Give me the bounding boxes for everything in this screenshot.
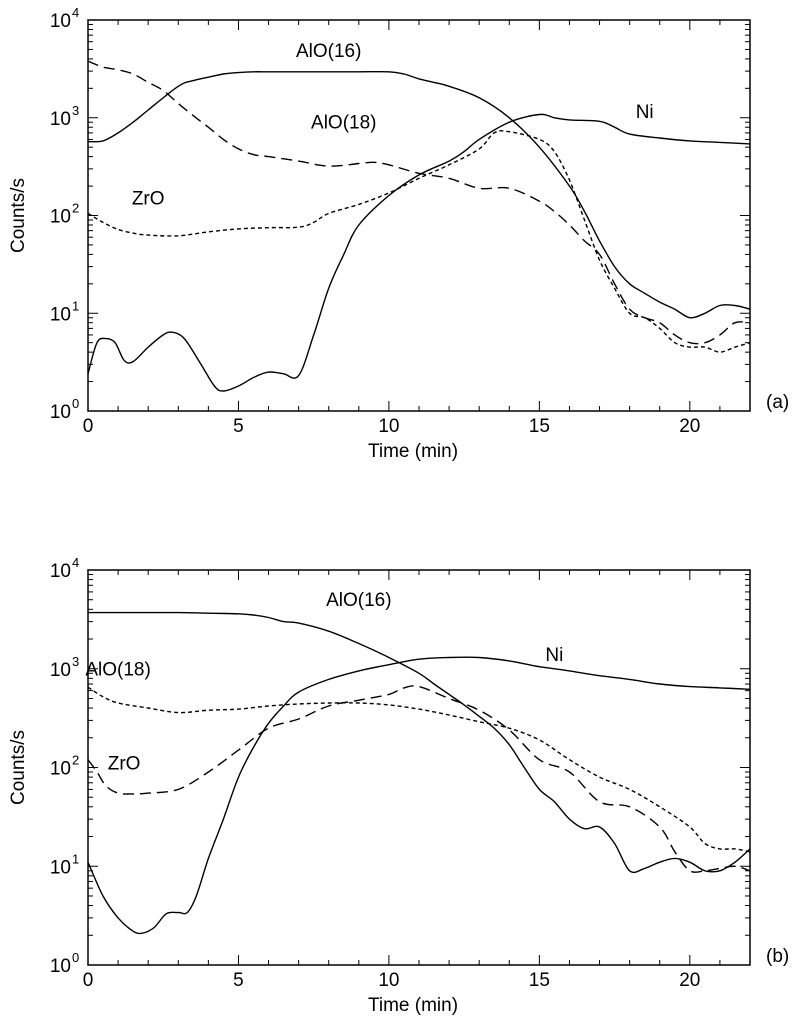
y-tick-exponent: 0 (72, 950, 79, 965)
x-axis-label: Time (min) (368, 995, 458, 1016)
y-tick-label: 10 (50, 660, 71, 681)
x-tick-label: 10 (378, 970, 399, 991)
y-tick-exponent: 3 (72, 103, 79, 118)
x-tick-label: 10 (378, 416, 399, 437)
y-tick-exponent: 4 (72, 5, 79, 20)
series-label-alo-16: AlO(16) (296, 41, 361, 62)
y-tick-exponent: 4 (72, 555, 79, 570)
y-tick-label: 10 (50, 759, 71, 780)
y-tick-exponent: 2 (72, 201, 79, 216)
y-tick-label: 10 (50, 109, 71, 130)
series-line-alo-16 (87, 70, 751, 319)
x-tick-label: 15 (529, 970, 550, 991)
y-tick-exponent: 1 (72, 298, 79, 313)
series-label-alo-18: AlO(18) (85, 660, 150, 681)
series-label-zro: ZrO (132, 188, 165, 209)
series-label-ni: Ni (545, 645, 563, 666)
x-tick-label: 0 (83, 970, 94, 991)
y-tick-label: 10 (50, 11, 71, 32)
series-line-ni (87, 656, 751, 935)
series-line-zro (87, 685, 751, 873)
series-line-zro (87, 130, 751, 353)
y-axis-label: Counts/s (8, 730, 29, 805)
plot-frame (87, 569, 751, 966)
y-tick-label: 10 (50, 304, 71, 325)
x-axis-label: Time (min) (368, 441, 458, 462)
series-label-ni: Ni (636, 102, 654, 123)
x-tick-label: 5 (233, 970, 244, 991)
series-line-ni (87, 113, 751, 392)
x-tick-label: 20 (679, 416, 700, 437)
y-tick-exponent: 0 (72, 396, 79, 411)
y-axis-label: Counts/s (8, 178, 29, 253)
y-tick-label: 10 (50, 857, 71, 878)
series-label-alo-18: AlO(18) (311, 112, 376, 133)
series-label-zro: ZrO (108, 754, 141, 775)
panel-label: (b) (766, 946, 789, 967)
series-line-alo-16 (88, 611, 751, 874)
y-tick-label: 10 (50, 956, 71, 977)
x-tick-label: 0 (83, 416, 94, 437)
series-label-alo-16: AlO(16) (326, 590, 391, 611)
y-tick-exponent: 3 (72, 654, 79, 669)
x-tick-label: 5 (233, 416, 244, 437)
y-tick-exponent: 2 (72, 753, 79, 768)
y-tick-label: 10 (50, 402, 71, 423)
series-line-alo-18 (87, 686, 751, 853)
y-tick-exponent: 1 (72, 851, 79, 866)
y-tick-label: 10 (50, 561, 71, 582)
x-tick-label: 20 (679, 970, 700, 991)
x-tick-label: 15 (529, 416, 550, 437)
series-line-alo-18 (87, 60, 751, 345)
panel-label: (a) (766, 392, 789, 413)
y-tick-label: 10 (50, 207, 71, 228)
